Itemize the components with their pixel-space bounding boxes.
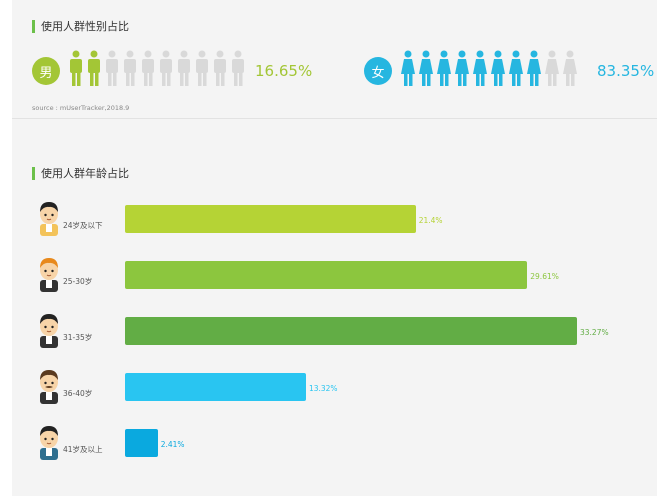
age-category-label: 25-30岁	[63, 277, 93, 286]
age-value-label: 29.61%	[530, 272, 559, 281]
orange-hair-man-icon	[36, 256, 62, 296]
age-section-title: 使用人群年龄占比	[32, 165, 129, 181]
male-person-icon	[196, 50, 208, 86]
mustache-man-icon	[36, 368, 62, 408]
female-person-icon	[527, 50, 541, 86]
male-percent: 16.65%	[255, 62, 313, 80]
male-person-icon	[232, 50, 244, 86]
section-marker	[32, 166, 35, 180]
age-value-label: 21.4%	[418, 216, 443, 225]
age-bar	[125, 373, 306, 401]
female-person-icon	[419, 50, 433, 86]
age-category-label: 24岁及以下	[63, 221, 103, 230]
age-category-label: 31-35岁	[63, 333, 93, 342]
age-row: 41岁及以上 2.41%	[12, 422, 657, 462]
female-person-icon	[509, 50, 523, 86]
age-row: 25-30岁 29.61%	[12, 254, 657, 294]
male-person-icon	[106, 50, 118, 86]
young-person-icon	[36, 200, 62, 240]
female-person-icon	[437, 50, 451, 86]
age-row: 36-40岁 13.32%	[12, 366, 657, 406]
male-person-icon	[178, 50, 190, 86]
age-category-label: 36-40岁	[63, 389, 93, 398]
age-row: 24岁及以下 21.4%	[12, 198, 657, 238]
female-person-icon	[455, 50, 469, 86]
female-badge: 女	[364, 57, 392, 85]
female-person-icon	[563, 50, 577, 86]
age-bar	[125, 205, 416, 233]
male-badge: 男	[32, 57, 60, 85]
age-value-label: 13.32%	[308, 384, 338, 393]
female-person-icon	[401, 50, 415, 86]
suit-man-icon	[36, 312, 62, 352]
age-title-text: 使用人群年龄占比	[41, 167, 129, 180]
age-bar	[125, 261, 528, 289]
age-bar	[125, 429, 158, 457]
age-value-label: 2.41%	[160, 440, 185, 449]
male-person-icon	[124, 50, 136, 86]
gender-title-text: 使用人群性别占比	[41, 20, 129, 33]
divider	[12, 118, 657, 119]
report-panel: 使用人群性别占比 男 16.65% 女 83.35% source : mUse…	[12, 0, 657, 496]
male-label: 男	[39, 65, 53, 81]
male-person-icon	[214, 50, 226, 86]
male-icons	[70, 50, 244, 86]
gender-section-title: 使用人群性别占比	[32, 18, 129, 34]
age-bar	[125, 317, 577, 345]
female-person-icon	[545, 50, 559, 86]
older-man-icon	[36, 424, 62, 464]
male-person-icon	[142, 50, 154, 86]
male-person-icon	[70, 50, 82, 86]
section-marker	[32, 19, 35, 33]
male-person-icon	[160, 50, 172, 86]
female-person-icon	[473, 50, 487, 86]
female-person-icon	[491, 50, 505, 86]
female-icons	[401, 50, 577, 86]
age-category-label: 41岁及以上	[63, 445, 103, 454]
age-row: 31-35岁 33.27%	[12, 310, 657, 350]
source-note: source : mUserTracker,2018.9	[32, 104, 130, 112]
age-value-label: 33.27%	[580, 328, 609, 337]
female-percent: 83.35%	[597, 62, 655, 80]
male-person-icon	[88, 50, 100, 86]
female-label: 女	[371, 65, 385, 81]
